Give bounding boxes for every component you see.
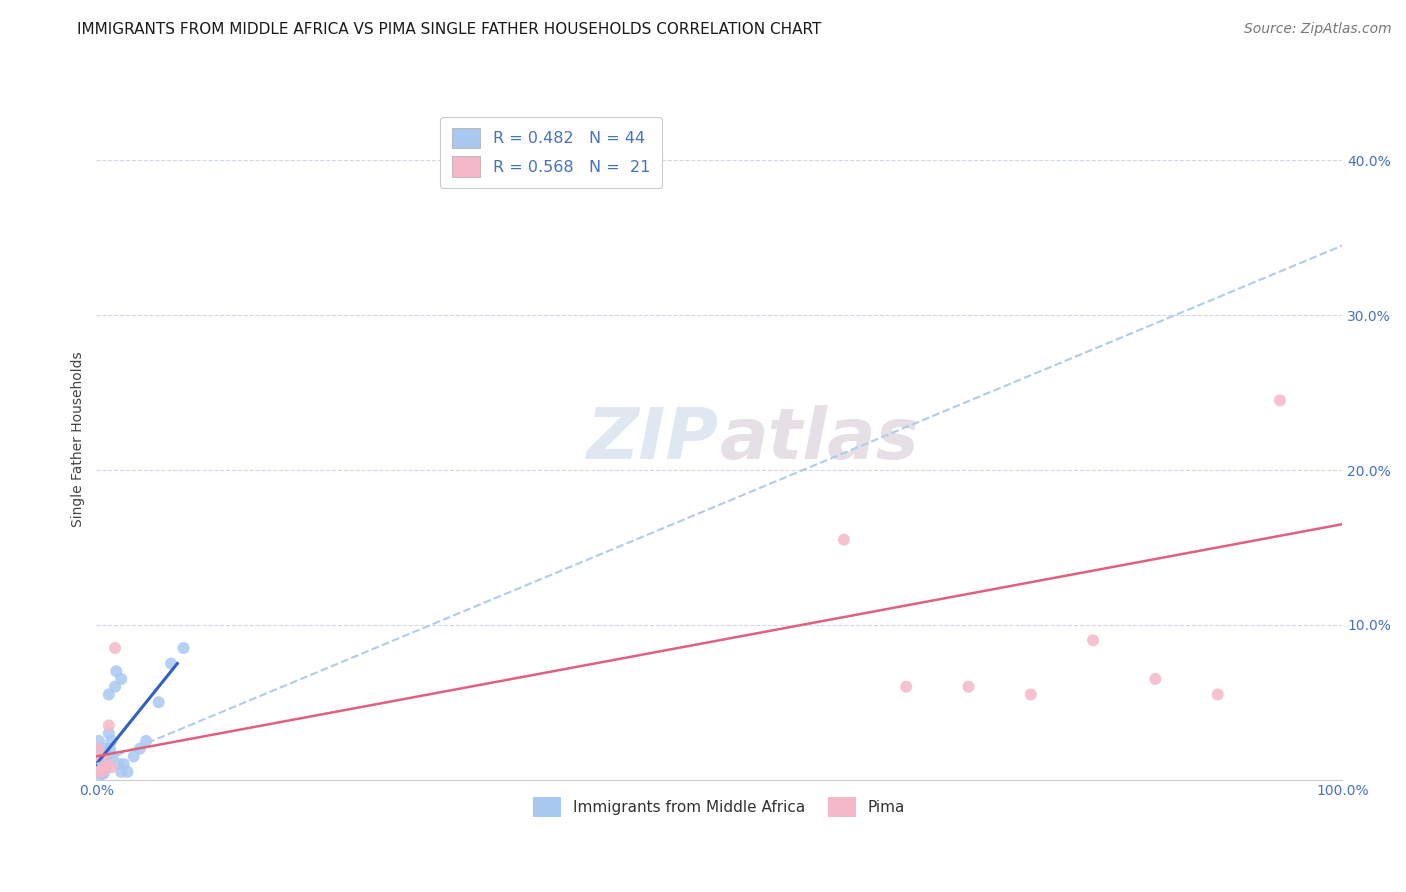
Point [97,726,120,740]
Point [89,757,111,772]
Point [112,757,135,772]
Point [91,749,114,764]
Point [86,764,108,779]
Point [96,760,118,774]
Point [1081,633,1104,648]
Point [96,741,118,756]
Point [96,754,118,768]
Text: IMMIGRANTS FROM MIDDLE AFRICA VS PIMA SINGLE FATHER HOUSEHOLDS CORRELATION CHART: IMMIGRANTS FROM MIDDLE AFRICA VS PIMA SI… [77,22,821,37]
Point [129,741,152,756]
Point [110,672,132,686]
Point [94,757,117,772]
Point [957,680,980,694]
Text: ZIP: ZIP [588,405,720,474]
Point [148,695,170,709]
Point [1206,688,1229,702]
Point [173,640,195,655]
Point [86,764,108,779]
Point [832,533,855,547]
Text: Source: ZipAtlas.com: Source: ZipAtlas.com [1244,22,1392,37]
Point [91,764,114,779]
Point [93,760,115,774]
Point [104,640,127,655]
Point [117,764,139,779]
Point [87,754,110,768]
Point [100,734,122,748]
Point [87,764,110,779]
Point [93,749,115,764]
Point [1019,688,1042,702]
Point [896,680,918,694]
Point [87,734,110,748]
Point [89,760,111,774]
Point [101,749,124,764]
Point [122,749,145,764]
Point [90,757,112,772]
Point [91,764,114,779]
Point [107,757,129,772]
Point [1268,393,1291,408]
Point [89,768,111,782]
Point [90,766,112,780]
Point [86,741,108,756]
Point [89,749,111,764]
Point [97,757,120,772]
Point [86,749,108,764]
Point [110,764,132,779]
Legend: Immigrants from Middle Africa, Pima: Immigrants from Middle Africa, Pima [527,791,911,823]
Point [87,745,110,759]
Point [97,718,120,732]
Text: atlas: atlas [720,405,920,474]
Point [135,734,157,748]
Point [89,749,111,764]
Point [1144,672,1167,686]
Point [90,754,112,768]
Point [89,762,111,776]
Point [97,688,120,702]
Y-axis label: Single Father Households: Single Father Households [72,351,86,527]
Point [98,741,121,756]
Point [100,760,122,774]
Point [93,766,115,780]
Point [160,657,183,671]
Point [104,680,127,694]
Point [87,757,110,772]
Point [90,764,112,778]
Point [90,760,112,774]
Point [91,757,114,772]
Point [94,760,117,774]
Point [86,757,108,772]
Point [86,741,108,756]
Point [105,665,128,679]
Point [93,754,115,768]
